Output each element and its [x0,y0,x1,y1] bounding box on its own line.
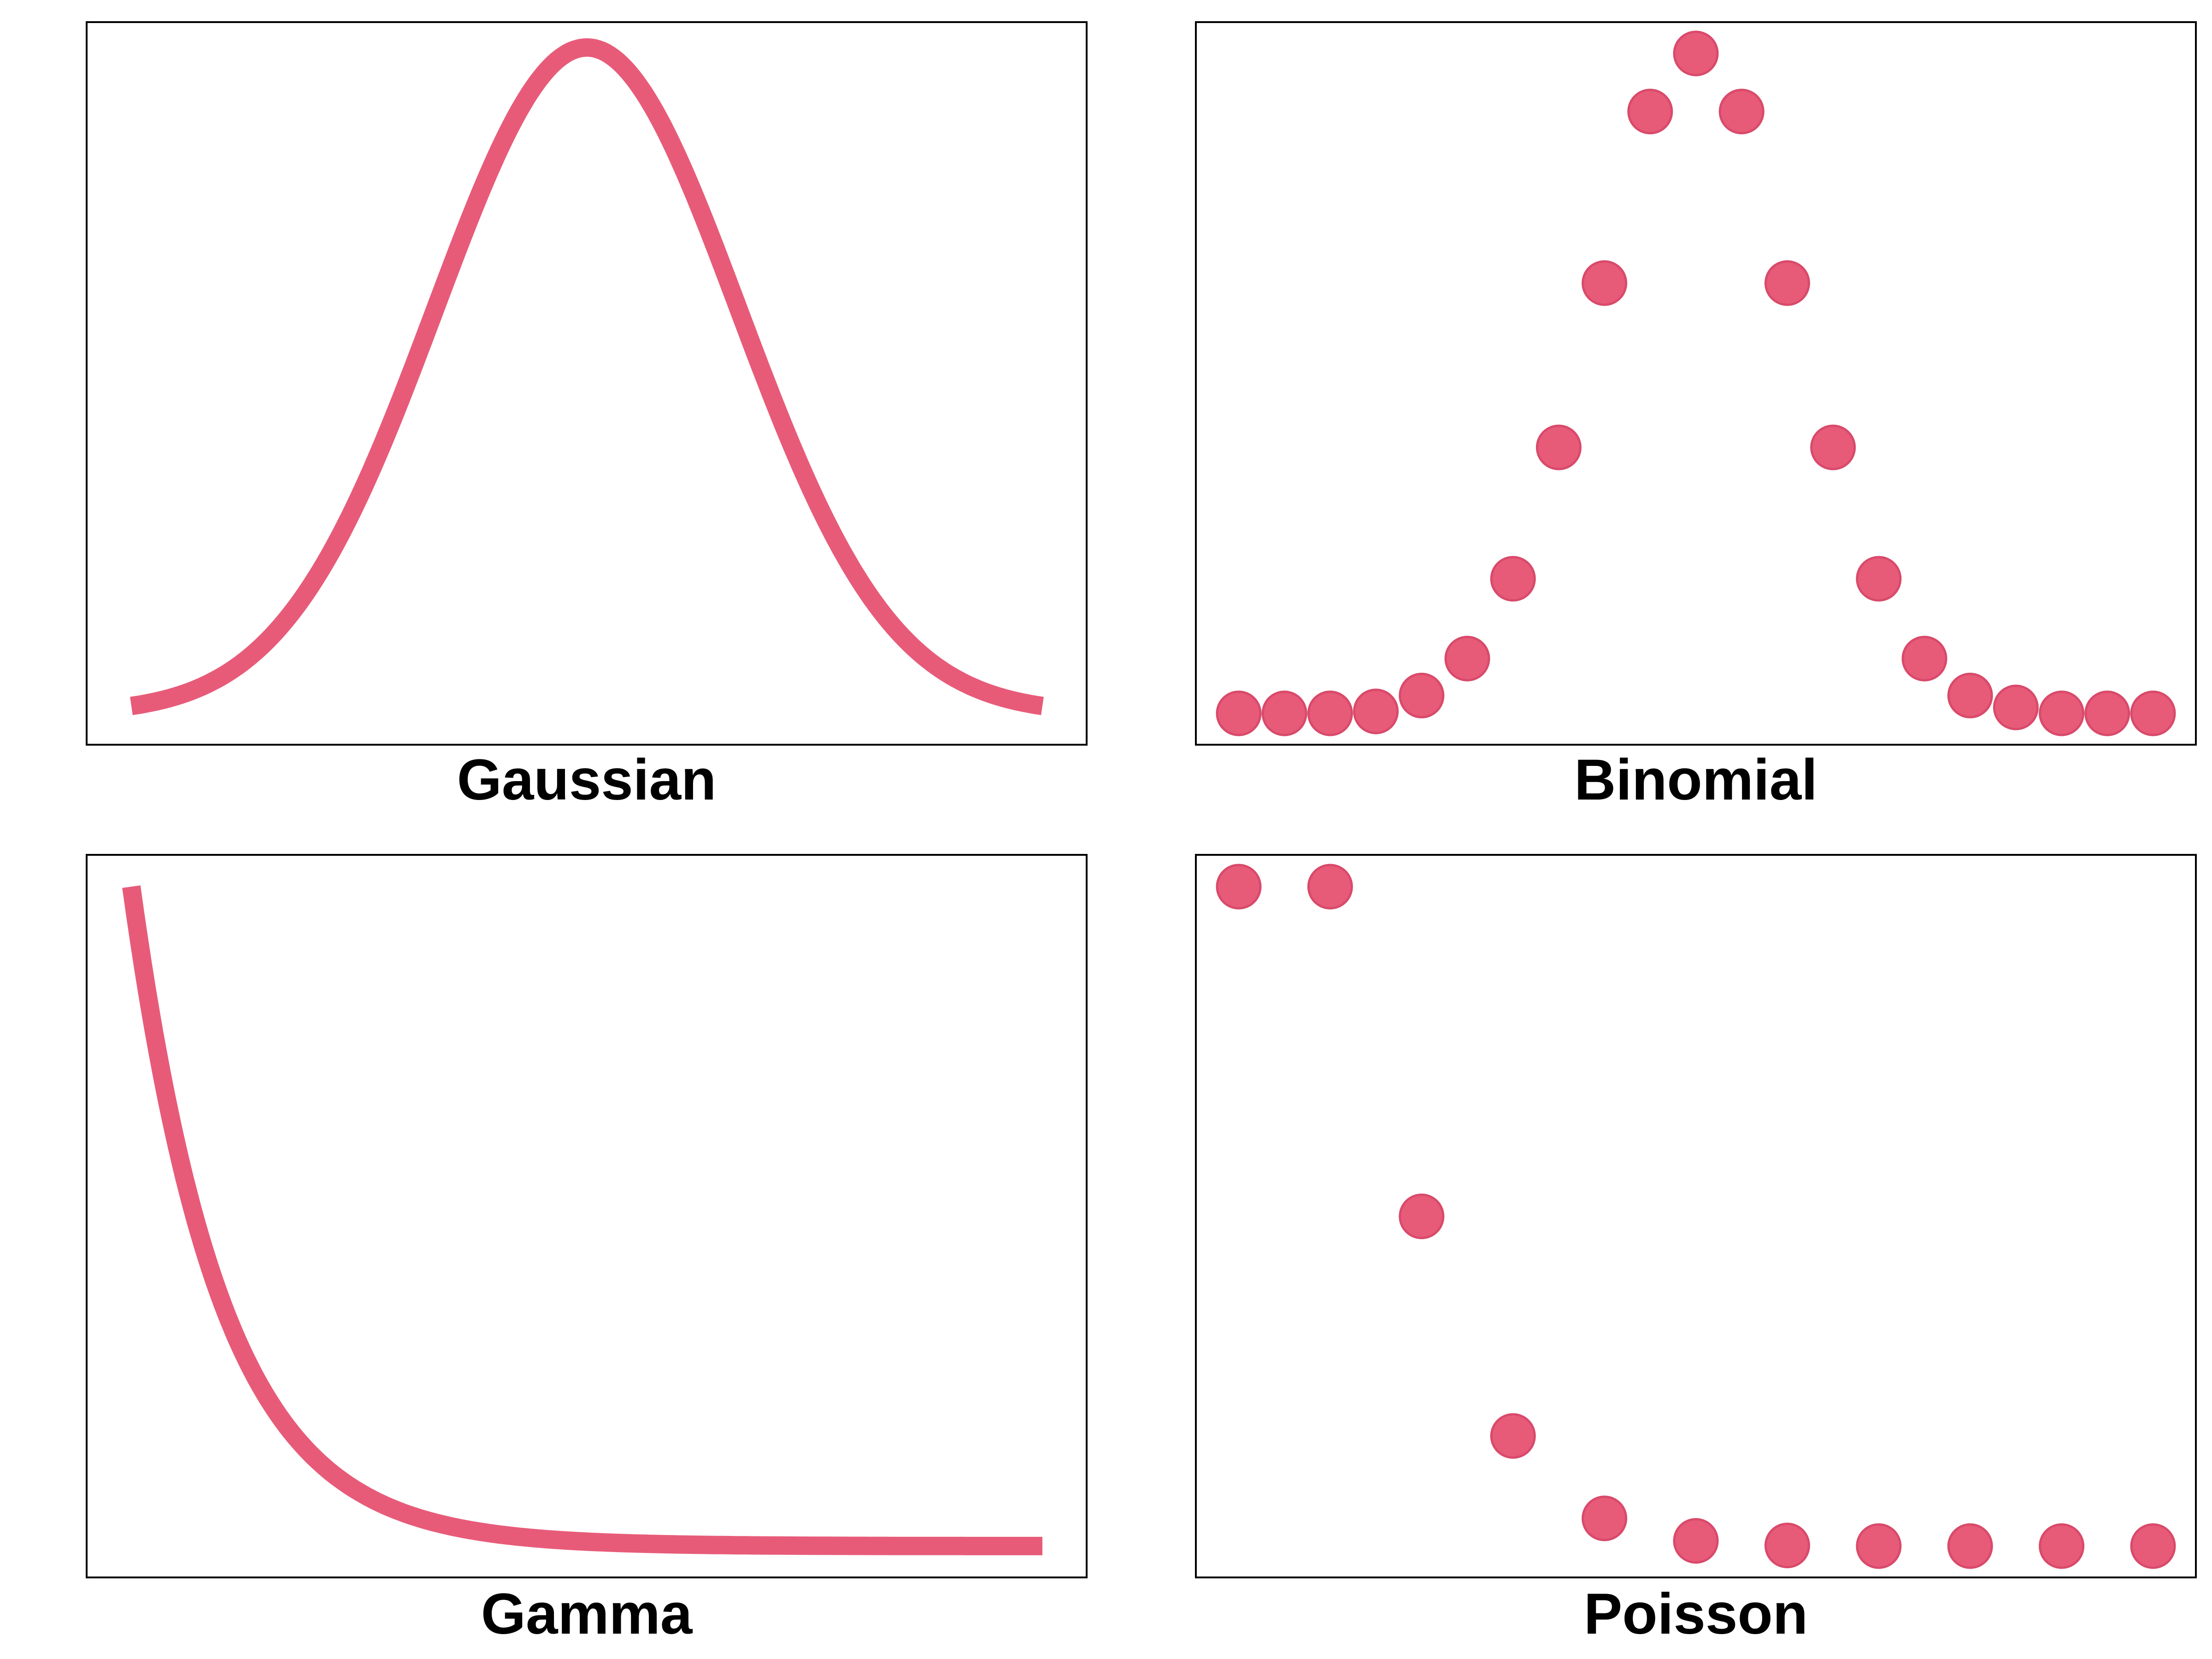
gaussian-title: Gaussian [457,748,717,812]
data-point [1856,1523,1902,1569]
poisson-marks [1216,864,2176,1569]
data-point [1399,1194,1445,1239]
data-point [2039,1523,2085,1569]
series-line [122,885,1042,1555]
data-point [1582,260,1628,306]
data-point [1582,1495,1628,1541]
data-point [1673,1518,1719,1564]
data-point [1444,635,1490,682]
data-point [1535,424,1582,471]
data-point [1673,30,1719,76]
poisson-plot-frame [1195,854,2197,1578]
data-point [1947,672,1993,718]
gamma-plot-frame [86,854,1088,1578]
data-point [1490,556,1536,602]
gamma-marks [122,885,1042,1555]
data-point [1307,864,1353,910]
poisson-title: Poisson [1584,1582,1808,1646]
binomial-plot-frame [1195,21,2197,746]
binomial-title: Binomial [1574,748,1818,812]
gamma-title: Gamma [481,1582,693,1646]
binomial-marks [1216,30,2176,736]
data-point [1856,556,1902,602]
panel-binomial: Binomial [1195,21,2197,812]
data-point [2130,1523,2176,1569]
data-point [1901,635,1947,682]
series-line [130,38,1044,715]
data-point [1353,688,1399,735]
data-point [2039,690,2085,736]
panel-poisson: Poisson [1195,854,2197,1646]
data-point [1490,1413,1536,1459]
data-point [1718,88,1765,135]
data-point [1993,684,2039,730]
data-point [1216,690,1262,736]
data-point [1399,672,1445,718]
gaussian-plot-frame [86,21,1088,746]
data-point [1764,1523,1810,1569]
gaussian-marks [130,38,1044,715]
data-point [1307,690,1353,736]
data-point [2084,690,2130,736]
data-point [2130,690,2176,736]
panel-gaussian: Gaussian [86,21,1088,812]
data-point [1764,260,1810,306]
data-point [1810,424,1856,471]
data-point [1216,864,1262,910]
data-point [1627,88,1673,135]
panel-gamma: Gamma [86,854,1088,1646]
data-point [1947,1523,1993,1569]
data-point [1261,690,1307,736]
